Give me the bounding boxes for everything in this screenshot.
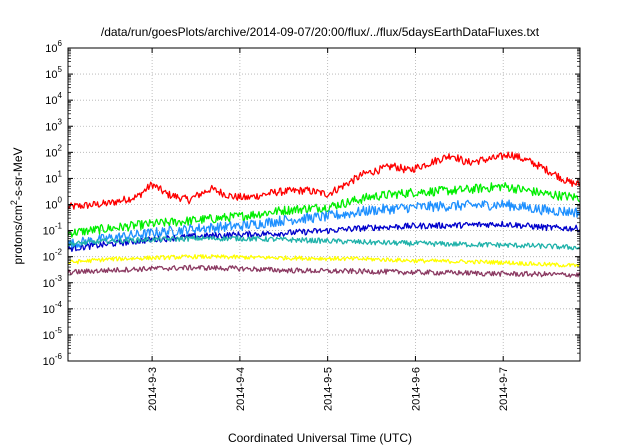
- ticks: 10-6 10-5 10-4 10-3 10-2 10-1 100 101 102 103 104 1…: [43, 39, 580, 411]
- x-tick-label: 2014-9-4: [235, 367, 247, 411]
- series-line-5: [67, 254, 581, 268]
- series-line-1: [67, 182, 581, 238]
- series-group: [67, 151, 581, 278]
- x-tick-label: 2014-9-7: [498, 367, 510, 411]
- chart-title: /data/run/goesPlots/archive/2014-09-07/2…: [101, 25, 540, 39]
- x-tick-label: 2014-9-3: [147, 367, 159, 411]
- x-axis-label: Coordinated Universal Time (UTC): [228, 431, 412, 445]
- y-tick-label: 10-6: [43, 352, 63, 368]
- y-tick-label: 104: [45, 91, 62, 107]
- y-tick-label: 100: [45, 196, 62, 212]
- series-line-0: [67, 151, 581, 210]
- y-tick-label: 10-4: [43, 300, 63, 316]
- series-line-2: [67, 199, 581, 250]
- y-tick-label: 10-3: [43, 274, 63, 290]
- series-line-3: [67, 220, 581, 253]
- x-tick-label: 2014-9-5: [323, 367, 335, 411]
- y-tick-label: 106: [45, 39, 62, 55]
- y-tick-label: 105: [45, 65, 62, 81]
- series-line-4: [67, 235, 581, 251]
- y-tick-label: 10-1: [43, 222, 63, 238]
- y-tick-label: 101: [45, 169, 62, 185]
- y-tick-label: 10-2: [43, 248, 63, 264]
- x-tick-label: 2014-9-6: [410, 367, 422, 411]
- y-tick-label: 10-5: [43, 326, 63, 342]
- y-tick-label: 102: [45, 143, 62, 159]
- series-line-6: [67, 264, 581, 278]
- y-axis-label: protons/cm2-s-sr-MeV: [9, 147, 25, 264]
- y-tick-label: 103: [45, 117, 62, 133]
